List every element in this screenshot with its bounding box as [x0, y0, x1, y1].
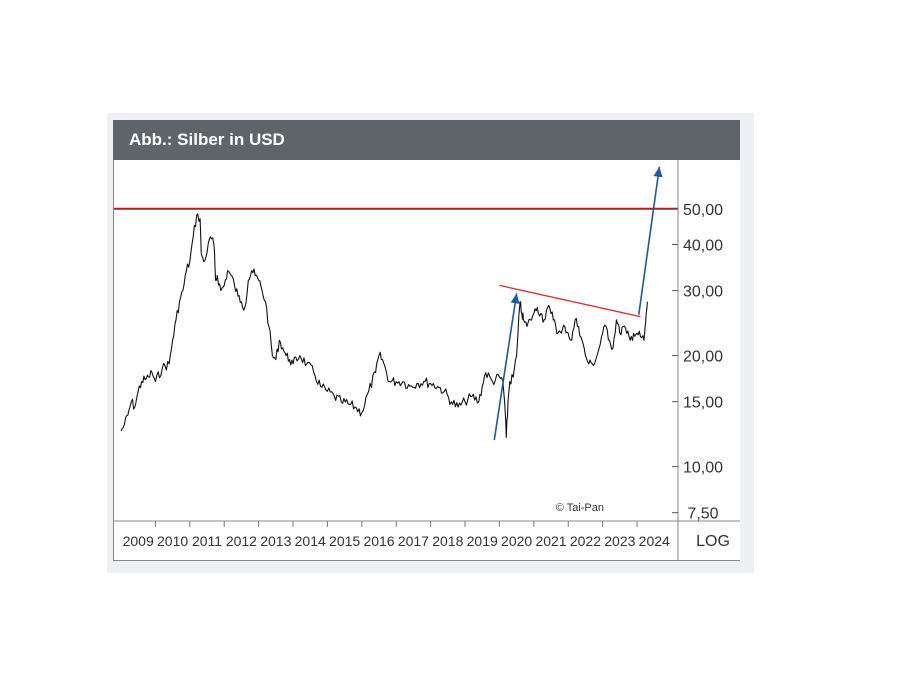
y-tick-label: 20,00	[683, 349, 723, 366]
price-series-line	[120, 213, 648, 438]
log-scale-label: LOG	[696, 533, 730, 550]
y-tick-label: 50,00	[683, 202, 723, 219]
x-tick-label: 2016	[363, 533, 394, 549]
x-tick-label: 2010	[157, 533, 188, 549]
trend-line	[499, 284, 641, 318]
arrow-up-2-shaft	[637, 166, 661, 315]
x-tick-label: 2012	[226, 533, 257, 549]
y-tick-label: 7,50	[687, 506, 718, 523]
x-tick-label: 2009	[123, 533, 154, 549]
chart-panel: 50,00 40,00 30,00 20,00 15,00 10,00 7,50 2009 20…	[113, 160, 740, 561]
x-tick-label: 2019	[467, 533, 498, 549]
x-tick-label: 2021	[535, 533, 566, 549]
x-tick-label: 2020	[501, 533, 532, 549]
x-tick-label: 2011	[192, 533, 222, 549]
y-tick-label: 30,00	[683, 284, 723, 301]
copyright-label: © Tai-Pan	[556, 502, 604, 514]
x-tick-label: 2023	[604, 533, 635, 549]
x-tick-label: 2015	[329, 533, 360, 549]
arrow-up-1-shaft	[493, 293, 518, 441]
y-tick-label: 10,00	[683, 460, 723, 477]
arrow-up-1-head	[510, 293, 520, 304]
x-tick-label: 2017	[398, 533, 429, 549]
chart-title: Abb.: Silber in USD	[129, 130, 285, 149]
y-tick-label: 40,00	[683, 238, 723, 255]
chart-header: Abb.: Silber in USD	[113, 120, 740, 160]
x-tick-label: 2022	[570, 533, 601, 549]
x-tick-label: 2024	[639, 533, 670, 549]
y-tick-label: 15,00	[683, 395, 723, 412]
x-tick-label: 2013	[260, 533, 291, 549]
arrow-up-2-head	[653, 166, 663, 178]
plot-layer	[113, 166, 678, 441]
x-tick-label: 2014	[295, 533, 326, 549]
x-tick-label: 2018	[432, 533, 463, 549]
